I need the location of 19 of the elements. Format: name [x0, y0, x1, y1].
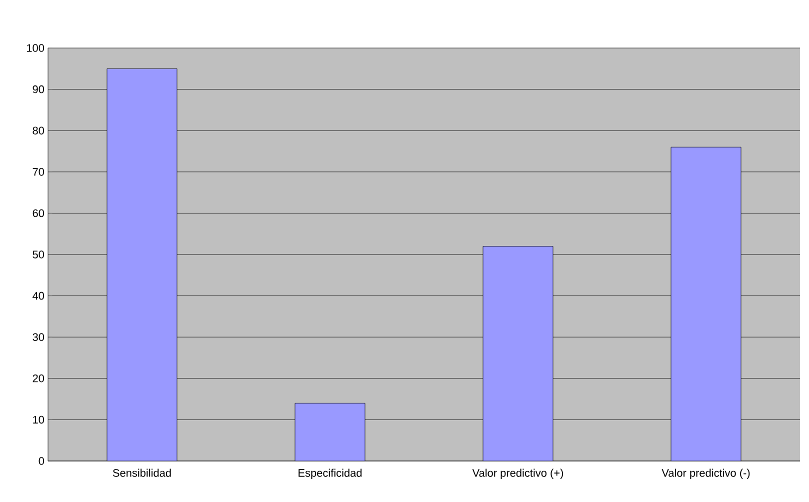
bar	[106, 68, 178, 461]
y-tick-label: 40	[32, 292, 44, 300]
y-tick-label: 90	[32, 85, 44, 94]
bar	[670, 146, 742, 461]
x-tick-label: Sensibilidad	[112, 468, 171, 477]
y-tick-label: 70	[32, 168, 44, 176]
y-tick-label: 100	[27, 44, 44, 52]
x-tick-label: Valor predictivo (-)	[662, 468, 750, 479]
y-tick-label: 60	[32, 209, 44, 218]
y-tick-label: 0	[38, 457, 44, 465]
y-tick-label: 30	[32, 333, 44, 341]
bar	[294, 402, 366, 461]
x-tick-label: Valor predictivo (+)	[472, 468, 564, 479]
x-tick-label: Especificidad	[298, 468, 362, 479]
y-tick-label: 20	[32, 374, 44, 382]
y-tick-label: 10	[33, 416, 44, 424]
y-tick-label: 50	[32, 250, 44, 258]
y-tick-label: 80	[32, 126, 44, 134]
bar	[482, 246, 554, 461]
